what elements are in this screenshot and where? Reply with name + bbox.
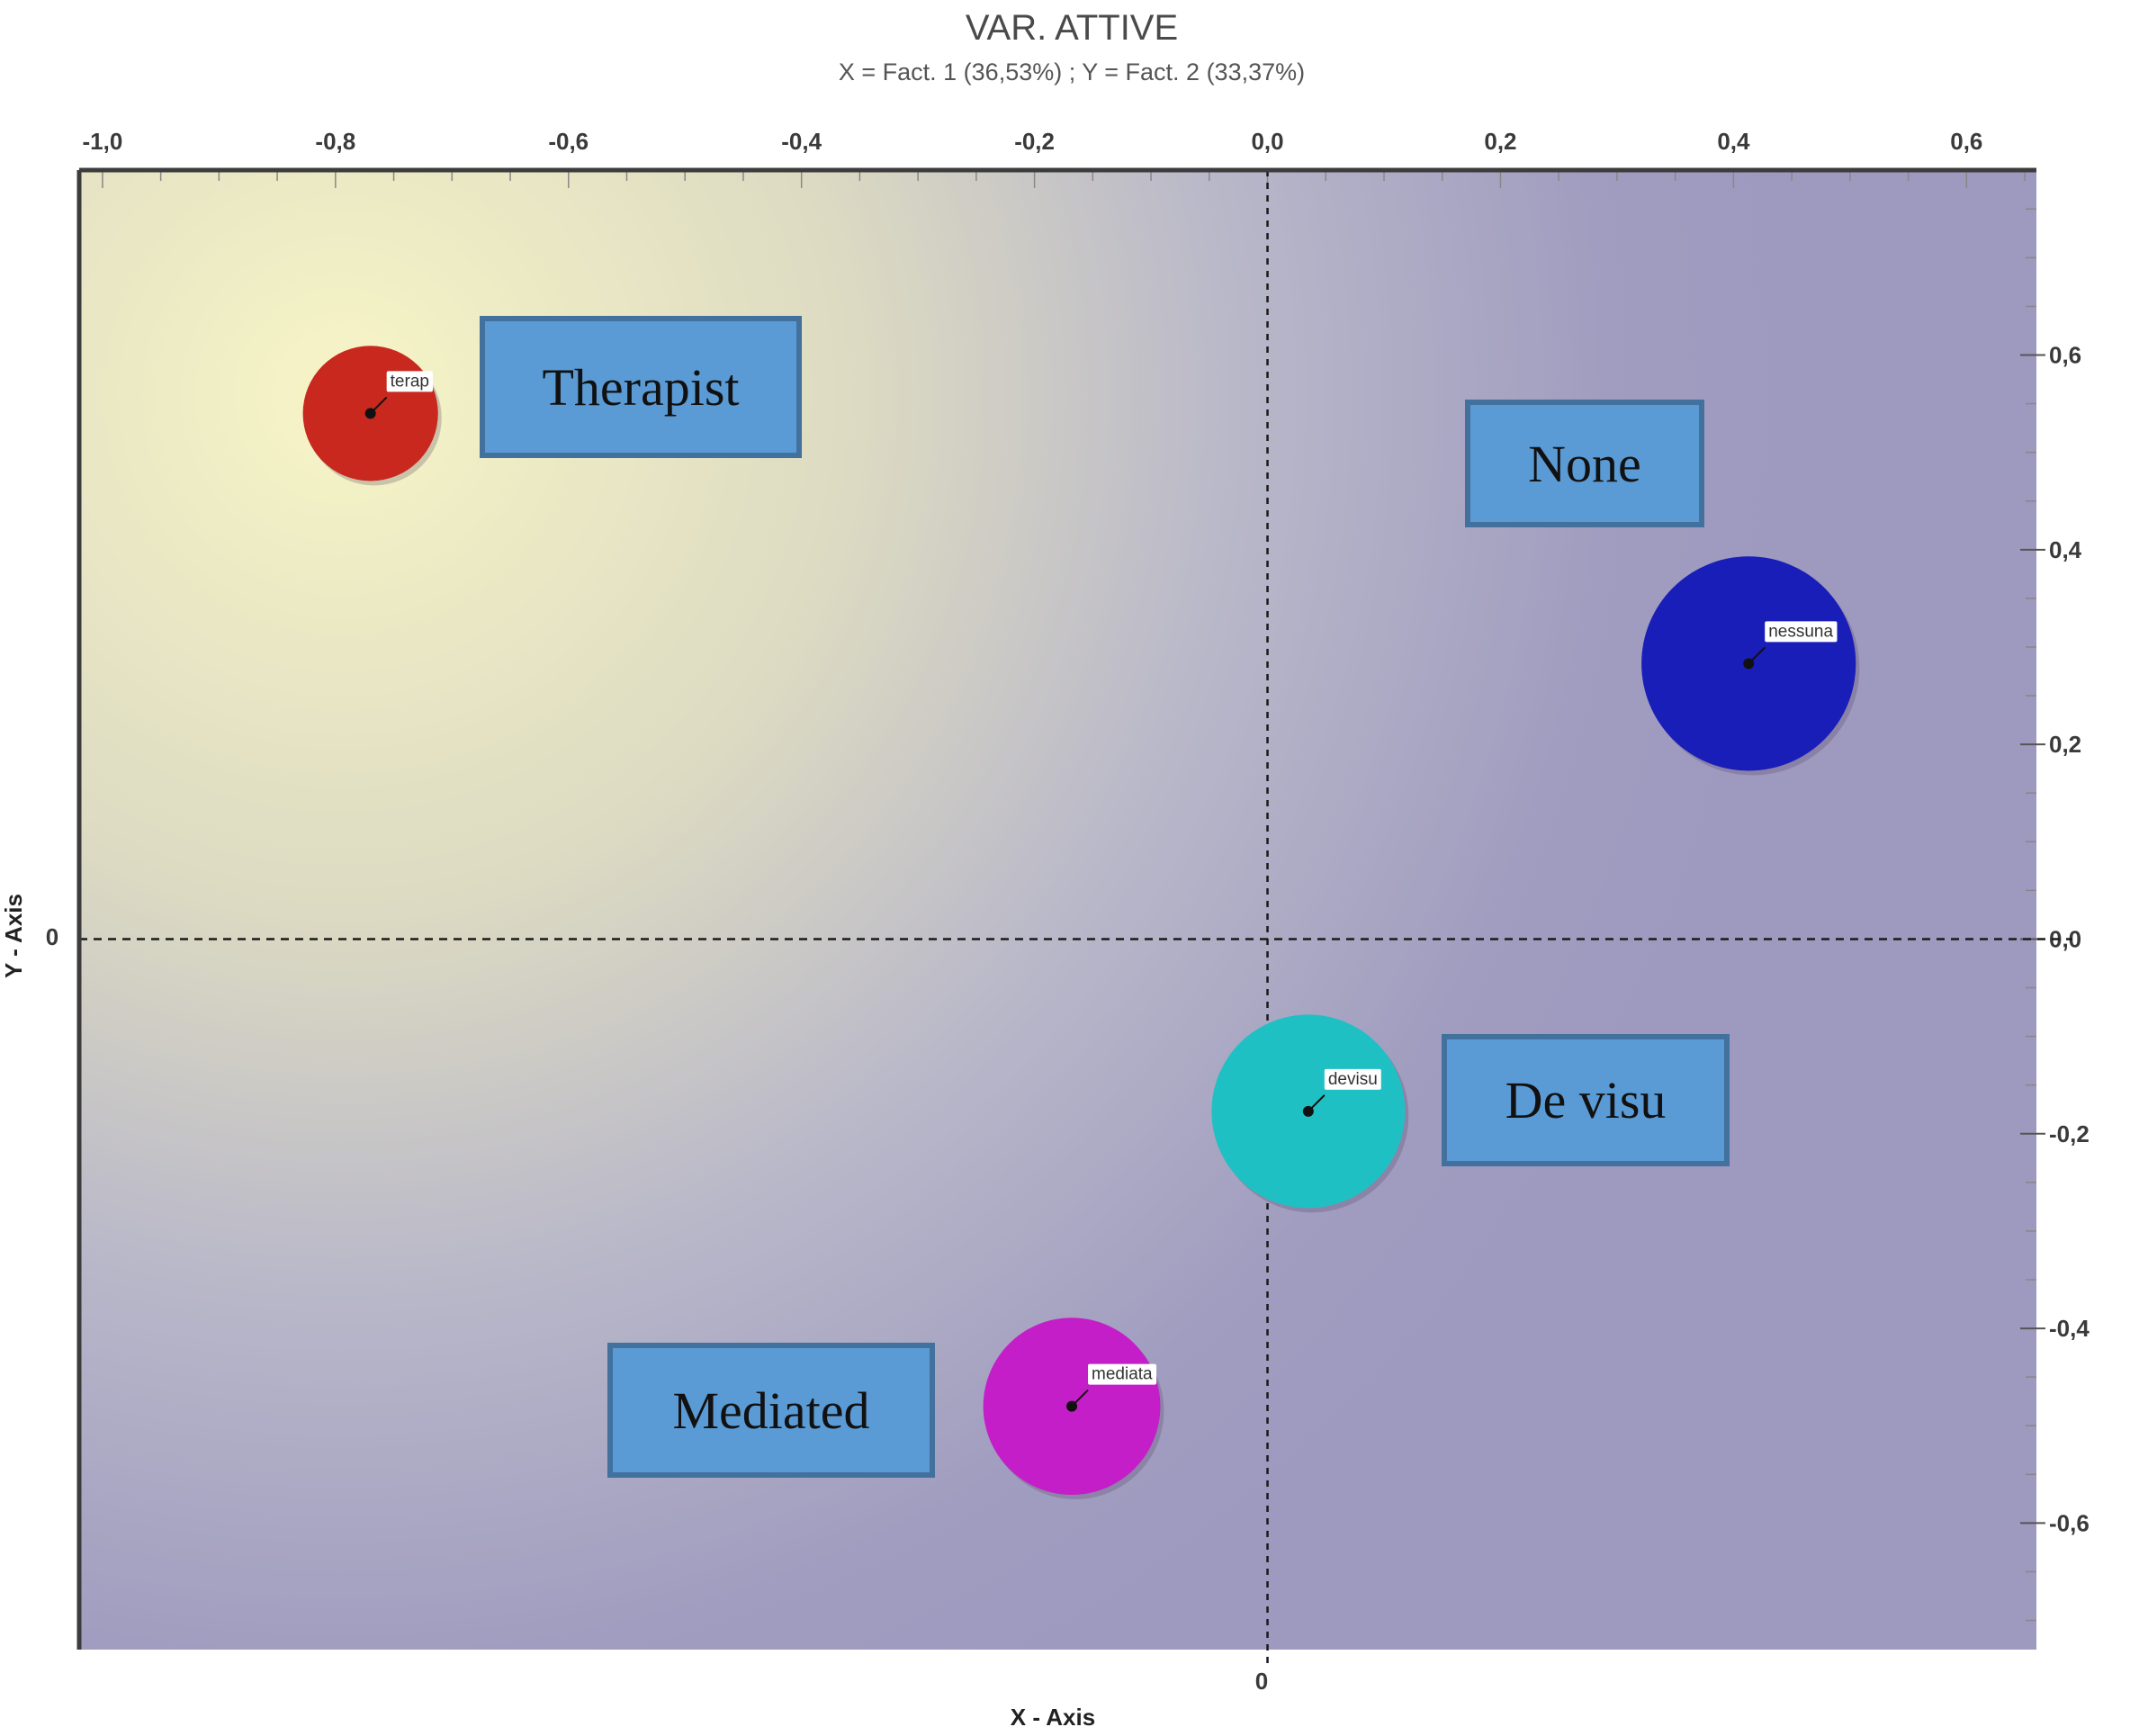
callout-none: None [1465, 400, 1704, 527]
point-label: devisu [1328, 1070, 1378, 1089]
x-origin-label: 0 [1255, 1668, 1268, 1695]
y-tick-label: -0,4 [2049, 1315, 2090, 1342]
point-label-bg [1765, 621, 1838, 643]
callout-de-visu: De visu [1442, 1034, 1730, 1166]
callout-therapist: Therapist [480, 316, 802, 458]
point-leader [1308, 1094, 1326, 1112]
point-leader [369, 396, 388, 415]
y-tick-label: 0,6 [2049, 342, 2081, 369]
y-tick-label: -0,6 [2049, 1509, 2090, 1536]
x-tick-label: 0,4 [1717, 128, 1750, 155]
x-tick-label: -0,6 [548, 128, 589, 155]
y-tick-label: -0,2 [2049, 1120, 2090, 1147]
y-tick-label: 0,2 [2049, 731, 2081, 758]
point-label-bg [1324, 1068, 1381, 1090]
point-label: nessuna [1768, 622, 1833, 641]
point-label: terap [391, 372, 429, 391]
x-tick-label: 0,2 [1484, 128, 1516, 155]
x-tick-label: 0,0 [1251, 128, 1283, 155]
x-axis-title: X - Axis [1011, 1704, 1095, 1731]
y-axis-title: Y - Axis [0, 894, 27, 978]
point-label: mediata [1092, 1365, 1153, 1384]
x-tick-label: -0,2 [1014, 128, 1055, 155]
y-tick-label: 0,4 [2049, 536, 2082, 563]
point-leader [1071, 1389, 1089, 1408]
point-leader [1748, 646, 1766, 665]
x-tick-label: -1,0 [82, 128, 122, 155]
point-label-bg [386, 371, 433, 392]
callout-mediated: Mediated [607, 1343, 935, 1478]
chart-subtitle: X = Fact. 1 (36,53%) ; Y = Fact. 2 (33,3… [839, 58, 1305, 85]
x-tick-label: -0,4 [781, 128, 822, 155]
y-origin-label: 0 [46, 923, 58, 950]
chart-title: VAR. ATTIVE [966, 8, 1178, 48]
x-tick-label: 0,6 [1950, 128, 1982, 155]
x-tick-label: -0,8 [315, 128, 355, 155]
point-label-bg [1088, 1363, 1157, 1385]
